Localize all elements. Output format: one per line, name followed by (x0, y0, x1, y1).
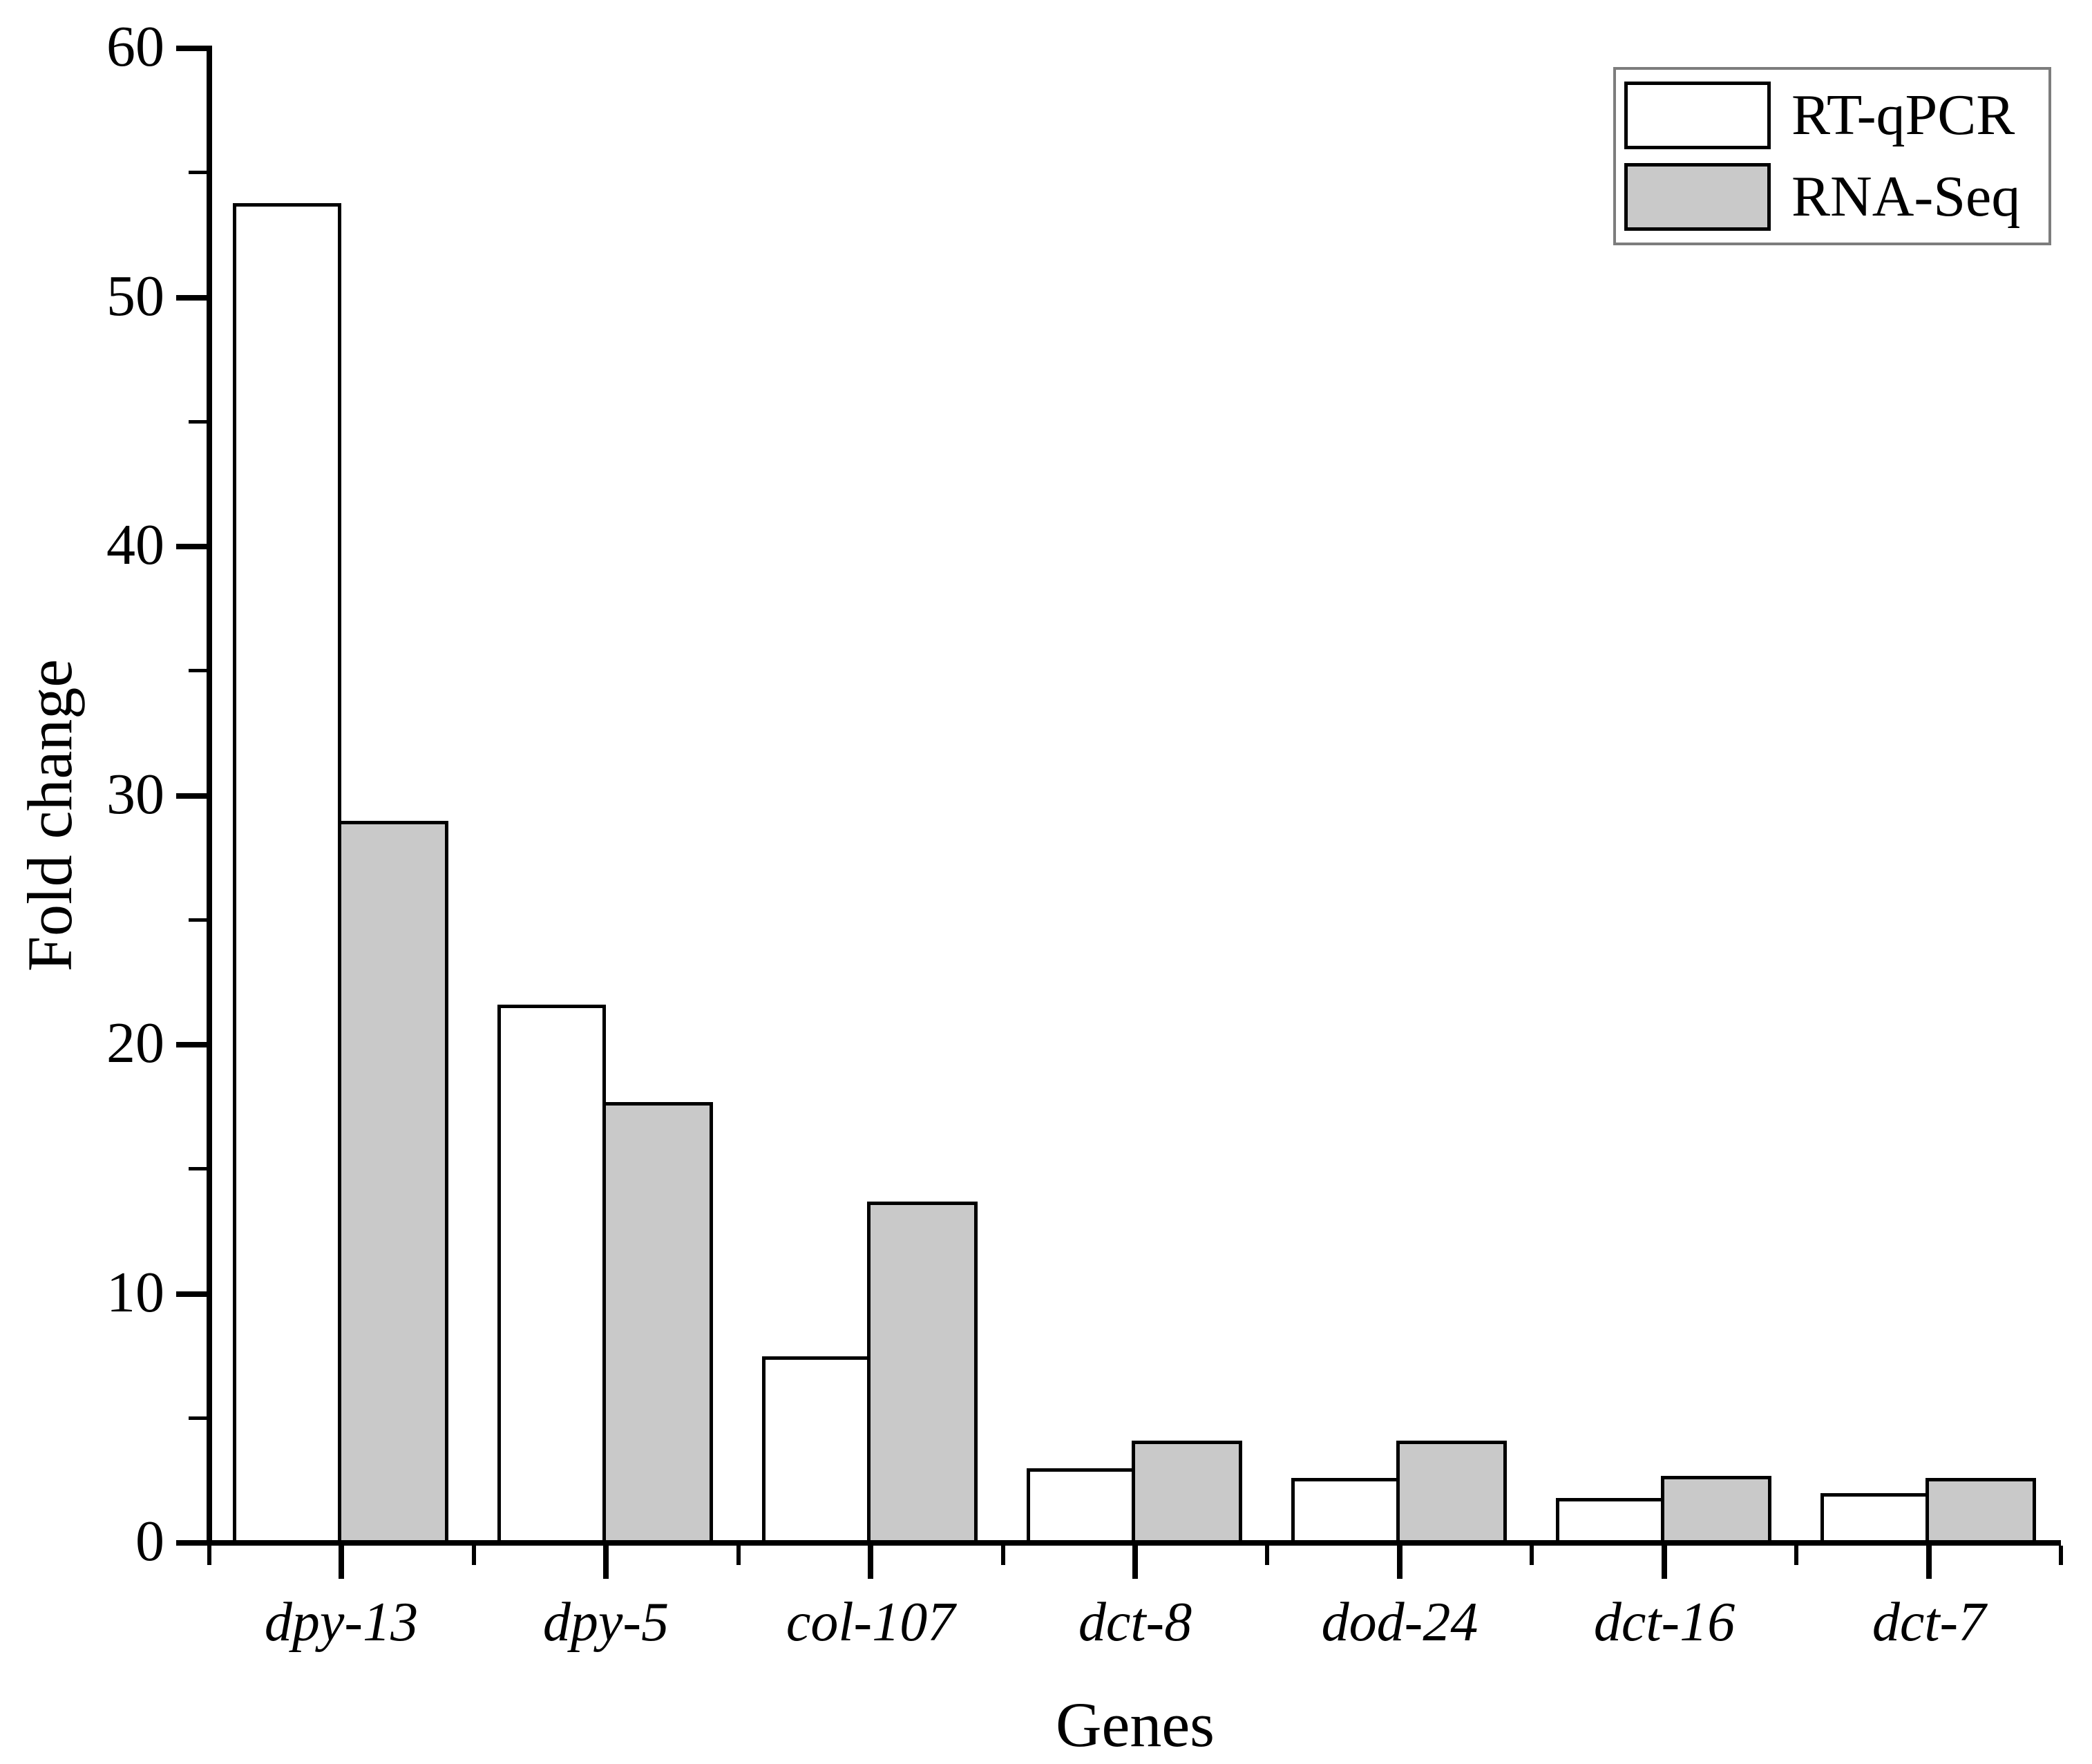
y-tick-label: 0 (135, 1509, 164, 1573)
x-axis-title: Genes (1056, 1689, 1215, 1760)
bar-rnaseq-dpy-5 (602, 1102, 713, 1546)
x-axis-line (207, 1540, 2061, 1546)
y-tick-label: 60 (106, 15, 164, 79)
y-tick-label: 50 (106, 264, 164, 328)
bar-rnaseq-dct-8 (1132, 1441, 1242, 1546)
x-major-tick (603, 1546, 609, 1579)
x-boundary-tick (1001, 1546, 1005, 1565)
bar-rnaseq-col-107 (867, 1202, 978, 1546)
y-major-tick (176, 1540, 207, 1546)
x-boundary-tick (207, 1546, 211, 1565)
y-major-tick (176, 544, 207, 549)
x-major-tick (1662, 1546, 1667, 1579)
y-major-tick (176, 1291, 207, 1297)
y-minor-tick (189, 171, 207, 174)
category-label-dct-7: dct-7 (1872, 1592, 1986, 1653)
bar-rtqpcr-dpy-13 (233, 203, 341, 1546)
category-label-col-107: col-107 (786, 1592, 955, 1653)
legend-label-rnaseq: RNA-Seq (1791, 164, 2021, 229)
y-tick-label: 20 (106, 1011, 164, 1075)
bar-rtqpcr-dct-16 (1556, 1498, 1664, 1546)
legend-row-rnaseq: RNA-Seq (1624, 161, 2048, 233)
y-minor-tick (189, 420, 207, 424)
bar-rtqpcr-dct-7 (1820, 1493, 1929, 1546)
y-tick-label: 10 (106, 1260, 164, 1325)
bar-rnaseq-dct-7 (1925, 1478, 2036, 1546)
x-boundary-tick (736, 1546, 741, 1565)
bar-rtqpcr-dpy-5 (497, 1005, 606, 1546)
bar-rtqpcr-dod-24 (1291, 1478, 1400, 1546)
bar-rtqpcr-dct-8 (1027, 1468, 1135, 1546)
y-major-tick (176, 793, 207, 799)
category-label-dpy-13: dpy-13 (264, 1592, 419, 1653)
y-tick-label: 40 (106, 513, 164, 577)
x-major-tick (1132, 1546, 1138, 1579)
legend-swatch-rnaseq (1624, 163, 1771, 231)
y-major-tick (176, 1042, 207, 1047)
y-major-tick (176, 46, 207, 51)
x-boundary-tick (472, 1546, 476, 1565)
legend-row-rtqpcr: RT-qPCR (1624, 79, 2048, 151)
bar-rnaseq-dpy-13 (338, 821, 448, 1546)
y-minor-tick (189, 669, 207, 672)
y-minor-tick (189, 1167, 207, 1170)
y-major-tick (176, 295, 207, 301)
legend-label-rtqpcr: RT-qPCR (1791, 83, 2015, 147)
y-tick-label: 30 (106, 762, 164, 826)
x-major-tick (1926, 1546, 1932, 1579)
bar-rnaseq-dct-16 (1661, 1476, 1771, 1546)
legend-swatch-rtqpcr (1624, 82, 1771, 149)
x-major-tick (868, 1546, 873, 1579)
y-minor-tick (189, 918, 207, 922)
y-minor-tick (189, 1416, 207, 1420)
category-label-dct-16: dct-16 (1593, 1592, 1736, 1653)
x-boundary-tick (2059, 1546, 2063, 1565)
bar-rtqpcr-col-107 (762, 1356, 871, 1546)
x-major-tick (1397, 1546, 1402, 1579)
x-boundary-tick (1530, 1546, 1534, 1565)
y-axis-title: Fold change (15, 658, 85, 972)
category-label-dct-8: dct-8 (1078, 1592, 1192, 1653)
x-boundary-tick (1265, 1546, 1269, 1565)
category-label-dod-24: dod-24 (1321, 1592, 1478, 1653)
category-label-dpy-5: dpy-5 (542, 1592, 669, 1653)
x-boundary-tick (1794, 1546, 1798, 1565)
bar-rnaseq-dod-24 (1396, 1441, 1507, 1546)
legend: RT-qPCR RNA-Seq (1613, 67, 2051, 245)
y-axis-line (207, 46, 212, 1546)
x-major-tick (339, 1546, 344, 1579)
